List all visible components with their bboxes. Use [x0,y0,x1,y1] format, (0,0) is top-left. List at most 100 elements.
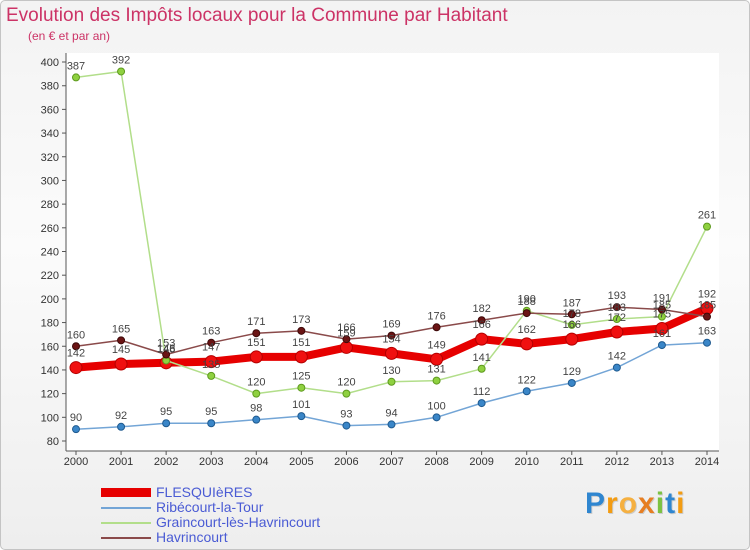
page-subtitle: (en € et par an) [28,29,111,43]
x-tick-label: 2006 [334,456,358,468]
data-point [475,332,489,346]
data-label: 182 [472,303,490,315]
x-tick-label: 2010 [514,456,538,468]
data-label: 131 [427,364,445,376]
data-label: 101 [292,399,310,411]
x-tick-label: 2014 [695,456,719,468]
x-tick-label: 2002 [154,456,178,468]
data-point [657,305,666,314]
data-point [339,340,353,354]
data-point [162,419,171,428]
data-point [477,364,486,373]
data-point [252,329,261,338]
logo-letter: x [638,487,656,520]
data-point [204,355,218,369]
data-label: 192 [698,288,716,300]
x-tick-label: 2005 [289,456,313,468]
legend-swatch [101,488,151,497]
data-point [520,337,534,351]
data-label: 147 [202,342,220,354]
data-point [432,323,441,332]
data-point [477,316,486,325]
x-tick-label: 2009 [469,456,493,468]
logo-letter: r [606,487,619,520]
data-point [655,321,669,335]
legend: FLESQUIèRES Ribécourt-la-Tour Graincourt-l… [101,485,320,545]
data-point [385,346,398,360]
line-chart: 80 100 120 140 160 180 200 220 240 260 280 300 320 34… [41,53,719,468]
data-label: 183 [608,302,626,314]
data-point [565,332,579,346]
data-label: 173 [292,314,310,326]
y-tick-label: 260 [41,223,59,235]
data-point [207,338,216,347]
data-label: 148 [157,343,175,355]
y-tick-label: 180 [41,318,59,330]
y-tick-label: 240 [41,247,59,259]
data-point [72,425,80,434]
data-label: 171 [247,316,265,328]
data-label: 161 [653,328,671,340]
data-point [387,420,396,429]
y-tick-label: 200 [41,294,59,306]
data-label: 112 [473,386,491,398]
data-point [117,422,126,431]
data-label: 146 [157,343,175,355]
x-ticks: 2000 2001 2002 2003 2004 2005 2006 2007 2008 2009… [64,451,719,468]
data-label: 159 [337,327,355,339]
logo-letter: t [665,487,677,520]
page-title: Evolution des Impôts locaux pour la Comm… [6,5,508,26]
x-tick-label: 2001 [109,456,133,468]
legend-label: Graincourt-lès-Havrincourt [156,514,321,530]
data-label: 153 [157,338,175,350]
y-ticks: 80 100 120 140 160 180 200 220 240 260 280 300 320 34… [41,57,66,448]
legend-item-flesquieres: FLESQUIèRES [101,485,320,500]
y-tick-label: 120 [41,389,59,401]
data-label: 100 [427,400,445,412]
x-tick-label: 2012 [605,456,629,468]
data-label: 172 [608,312,626,324]
data-point [612,303,621,312]
y-tick-label: 360 [41,104,59,116]
data-label: 169 [382,319,400,331]
plot-area [66,53,719,451]
legend-item-graincourt-les-havrincourt: Graincourt-lès-Havrincourt [101,515,320,530]
data-label: 142 [608,351,626,363]
y-tick-label: 340 [41,128,59,140]
data-label: 151 [292,337,310,349]
data-label: 392 [112,54,130,66]
logo-letter: i [655,487,666,520]
data-label: 163 [698,326,716,338]
data-point [657,341,666,350]
y-tick-label: 80 [47,436,59,448]
data-label: 92 [115,410,127,422]
data-label: 129 [563,366,581,378]
data-label: 178 [563,308,581,320]
logo-letter: P [585,487,607,520]
y-tick-label: 380 [41,81,59,93]
legend-label: Ribécourt-la-Tour [156,499,264,515]
logo-letter: o [618,487,639,520]
data-label: 166 [337,322,355,334]
data-label: 165 [112,323,130,335]
data-label: 163 [202,326,220,338]
data-point [703,222,711,231]
y-tick-label: 400 [41,57,59,69]
data-point [387,331,396,340]
x-tick-label: 2003 [199,456,223,468]
data-point [342,389,351,398]
data-label: 166 [472,319,490,331]
y-tick-label: 320 [41,152,59,164]
y-tick-label: 140 [41,365,59,377]
legend-item-havrincourt: Havrincourt [101,530,320,545]
logo-letter: i [676,487,686,520]
legend-swatch [101,506,151,509]
x-tick-label: 2013 [650,456,674,468]
data-point [117,336,126,345]
data-point [297,326,306,335]
data-label: 191 [653,293,671,305]
data-label: 135 [202,359,220,371]
data-label: 176 [427,310,445,322]
